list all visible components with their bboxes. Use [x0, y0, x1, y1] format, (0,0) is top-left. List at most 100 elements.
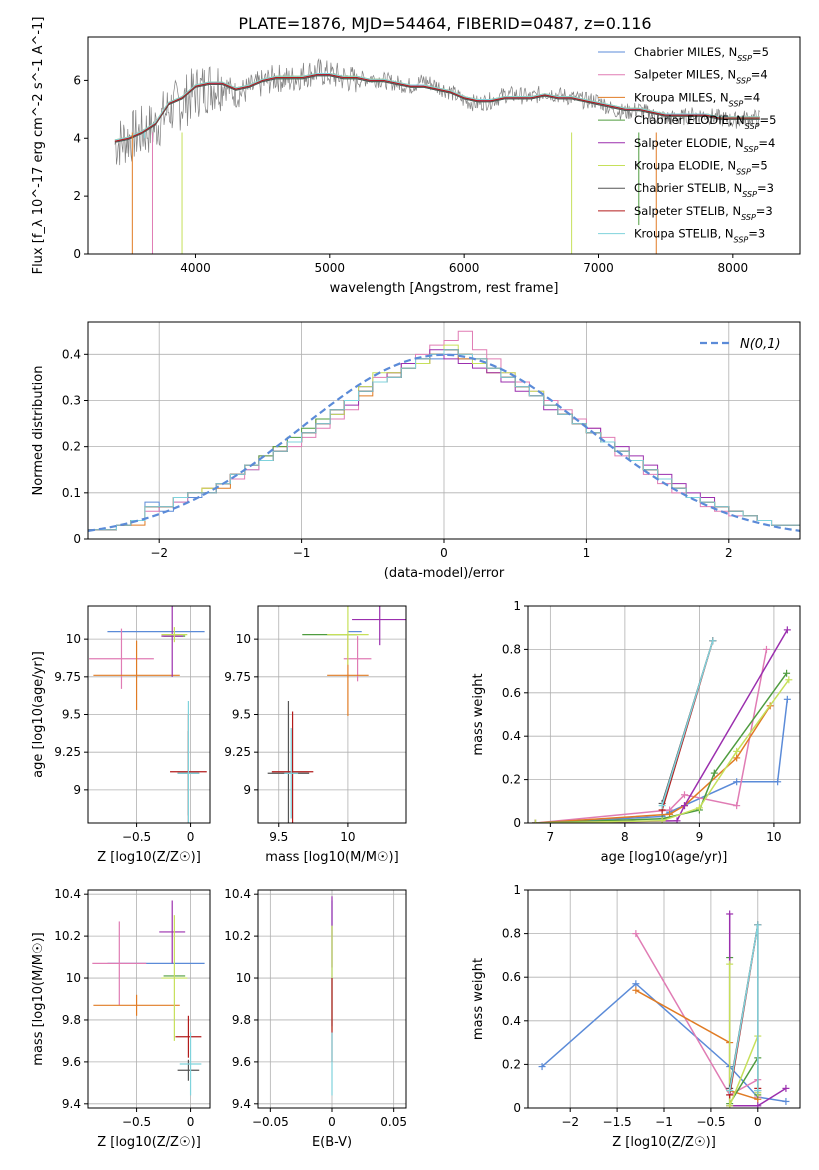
series-line-0 — [535, 699, 789, 823]
axes-mass_vs_ebv: −0.05 0 0.05 9.4 9.6 9.8 10 10.2 10.4 E(B-V) — [224, 887, 407, 1150]
tick-label-y: 9.8 — [62, 1013, 81, 1027]
tick-label-x: 10 — [340, 830, 355, 844]
errorbar-point-7 — [271, 711, 314, 823]
tick-label-y: 9.8 — [232, 1013, 251, 1027]
axes-mass_weight_vs_Z: −2 −1.5 −1 −0.5 0 0 0.2 0.4 0.6 0.8 1 Z [log10(Z/Z☉… — [471, 883, 801, 1150]
plot-residuals — [88, 330, 800, 539]
tick-label-y: 1 — [513, 883, 521, 897]
errorbar-point-4 — [352, 606, 406, 646]
tick-label-x: 0 — [328, 1115, 336, 1129]
axis-label-x: (data-model)/error — [384, 566, 505, 581]
errorbar-point-5 — [161, 627, 188, 643]
errorbar-point-7 — [175, 1015, 202, 1058]
tick-label-y: 0.8 — [502, 642, 521, 656]
axis-label-x: E(B-V) — [312, 1135, 352, 1150]
data-line-model-7 — [114, 75, 760, 143]
tick-label-y: 0 — [73, 247, 81, 261]
tick-label-y: 0.6 — [502, 686, 521, 700]
tick-label-y: 9.25 — [54, 745, 81, 759]
legend-entry: Salpeter MILES, NSSP=4 — [634, 68, 768, 86]
plot-age_vs_mass — [267, 606, 406, 823]
axes-mass_weight_vs_age: 7 8 9 10 0 0.2 0.4 0.6 0.8 1 age [log10(age/yr)] ma… — [471, 599, 801, 865]
plot-area — [528, 606, 800, 823]
axis-label-y: mass weight — [471, 958, 486, 1040]
tick-label-y: 9 — [243, 783, 251, 797]
axis-label-x: mass [log10(M/M☉)] — [265, 850, 398, 865]
errorbar-point-5 — [161, 915, 188, 1041]
tick-label-y: 9.75 — [224, 670, 251, 684]
tick-label-x: 4000 — [180, 261, 211, 275]
tick-label-x: −0.5 — [122, 1115, 151, 1129]
tick-label-x: −2 — [561, 1115, 579, 1129]
tick-label-y: 9.4 — [232, 1097, 251, 1111]
tick-label-x: 9 — [696, 830, 704, 844]
tick-label-y: 0.2 — [502, 773, 521, 787]
legend-entry: Salpeter STELIB, NSSP=3 — [634, 204, 773, 222]
tick-label-y: 9.75 — [54, 670, 81, 684]
data-line-observed — [114, 57, 760, 166]
errorbar-point-8 — [284, 728, 299, 819]
series-line-8 — [661, 640, 714, 806]
tick-label-y: 10 — [66, 971, 81, 985]
tick-label-x: −1.5 — [603, 1115, 632, 1129]
tick-label-y: 9.25 — [224, 745, 251, 759]
tick-label-y: 10 — [236, 632, 251, 646]
tick-label-y: 9 — [73, 783, 81, 797]
tick-label-x: −1 — [293, 546, 311, 560]
errorbar-point-1 — [92, 921, 147, 1006]
tick-label-x: −1 — [655, 1115, 673, 1129]
axis-label-y: age [log10(age/yr)] — [31, 651, 46, 778]
tick-label-x: 9.5 — [269, 830, 288, 844]
legend: N(0,1) — [700, 337, 781, 352]
tick-label-x: 0 — [754, 1115, 762, 1129]
tick-label-x: 0 — [187, 1115, 195, 1129]
tick-label-y: 10.4 — [224, 887, 251, 901]
axis-label-x: age [log10(age/yr)] — [601, 850, 728, 865]
legend-entry: Chabrier STELIB, NSSP=3 — [634, 181, 774, 199]
suptitle: PLATE=1876, MJD=54464, FIBERID=0487, z=0… — [238, 14, 651, 33]
tick-label-x: 8 — [621, 830, 629, 844]
tick-label-y: 10 — [66, 632, 81, 646]
tick-label-y: 10.2 — [224, 929, 251, 943]
tick-label-y: 2 — [73, 189, 81, 203]
axis-label-y: mass weight — [471, 673, 486, 755]
tick-label-y: 0.2 — [502, 1057, 521, 1071]
axes-age_vs_mass: 9.5 10 9 9.25 9.5 9.75 10 mass [log10(M/M☉)] — [224, 605, 407, 865]
tick-label-y: 0.2 — [62, 440, 81, 454]
tick-label-x: 0 — [187, 830, 195, 844]
tick-label-x: −2 — [150, 546, 168, 560]
tick-label-x: 10 — [766, 830, 781, 844]
data-line-model-8 — [114, 74, 760, 142]
tick-label-y: 0.4 — [62, 347, 81, 361]
tick-label-y: 10 — [236, 971, 251, 985]
tick-label-y: 0.1 — [62, 486, 81, 500]
errorbar-point-4 — [161, 606, 184, 677]
tick-label-x: 2 — [725, 546, 733, 560]
axes-spectrum: Chabrier MILES, NSSP=5 Salpeter MILES, NS… — [31, 17, 801, 296]
gaussian-curve — [88, 353, 800, 532]
axis-label-y: Normed distribution — [31, 366, 46, 496]
tick-label-y: 4 — [73, 131, 81, 145]
tick-label-y: 9.4 — [62, 1097, 81, 1111]
plot-area — [88, 37, 800, 254]
tick-label-y: 0 — [73, 532, 81, 546]
errorbar-point-8 — [177, 700, 200, 823]
tick-label-x: 7000 — [583, 261, 614, 275]
tick-label-y: 0.4 — [502, 1014, 521, 1028]
tick-label-y: 0.4 — [502, 729, 521, 743]
errorbar-point-5 — [327, 606, 369, 665]
plot-mass_weight_vs_Z — [538, 910, 790, 1108]
tick-label-y: 9.5 — [62, 708, 81, 722]
axis-label-y: Flux [f_λ 10^-17 erg cm^-2 s^-1 A^-1] — [31, 17, 46, 275]
tick-label-x: 5000 — [315, 261, 346, 275]
axes-age_vs_Z: −0.5 0 9 9.25 9.5 9.75 10 Z [log10(Z/Z☉)] age [l… — [31, 605, 211, 865]
axes-frame — [87, 36, 801, 255]
legend-entry: Salpeter ELODIE, NSSP=4 — [634, 136, 775, 154]
data-line-model-9 — [114, 73, 760, 141]
legend-entry: Chabrier MILES, NSSP=5 — [634, 45, 769, 63]
legend-entry: N(0,1) — [740, 337, 781, 352]
axis-label-x: Z [log10(Z/Z☉)] — [612, 1135, 716, 1150]
legend-entry: Kroupa ELODIE, NSSP=5 — [634, 159, 768, 177]
plot-spectrum — [114, 57, 760, 254]
